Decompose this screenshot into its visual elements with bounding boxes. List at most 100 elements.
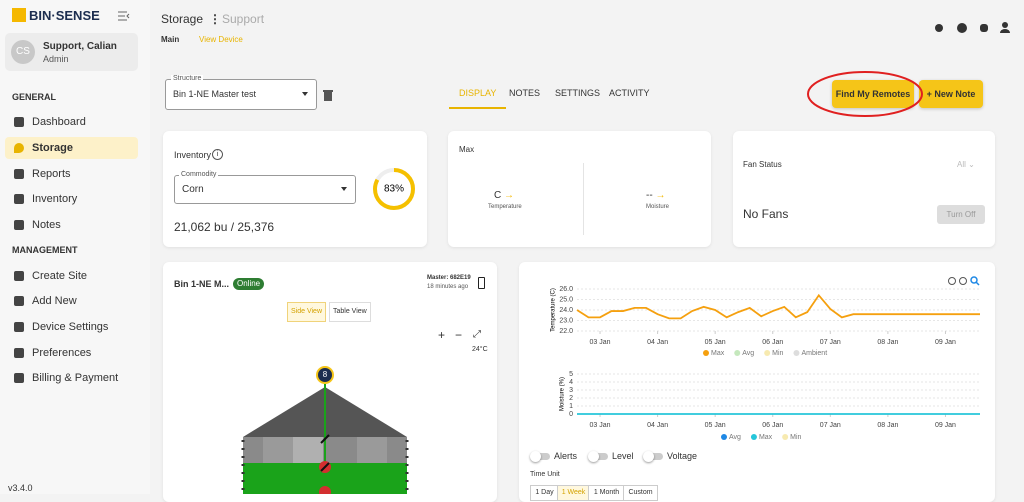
info-icon[interactable]: i bbox=[212, 149, 223, 160]
avatar: CS bbox=[11, 40, 35, 64]
value: C bbox=[494, 190, 502, 201]
moisture-label: Moisture bbox=[646, 204, 670, 210]
charts-card bbox=[519, 262, 995, 502]
master-id: Master: 682E19 bbox=[427, 275, 471, 281]
caret bbox=[302, 92, 308, 99]
user-name: Support, Calian bbox=[43, 41, 117, 52]
divider bbox=[583, 163, 584, 235]
delete-button[interactable] bbox=[323, 89, 333, 101]
nav-item[interactable]: Dashboard bbox=[5, 111, 138, 133]
max-card: Max C → Temperature -- → Moisture bbox=[448, 131, 711, 247]
nav-icon bbox=[14, 143, 24, 153]
toggle-switch[interactable] bbox=[643, 451, 663, 462]
bin-card: Bin 1-NE M... Online Master: 682E19 18 m… bbox=[163, 262, 497, 502]
time-unit-option[interactable]: 1 Day bbox=[530, 485, 559, 501]
structure-value: Bin 1-NE Master test bbox=[173, 89, 257, 99]
nav-label: Add New bbox=[32, 295, 77, 307]
time-unit-option[interactable]: 1 Week bbox=[557, 485, 590, 501]
fullscreen[interactable]: ⤢ bbox=[473, 329, 481, 340]
nav-label: Device Settings bbox=[32, 321, 109, 333]
tab[interactable]: SETTINGS bbox=[555, 88, 601, 98]
commodity-value: Corn bbox=[182, 184, 204, 195]
field-label: Structure bbox=[171, 75, 204, 82]
nav-label: Notes bbox=[32, 219, 61, 231]
nav-item[interactable]: Create Site bbox=[5, 265, 138, 287]
tab[interactable]: NOTES bbox=[509, 88, 541, 98]
nav-icon bbox=[14, 220, 24, 230]
nav-item[interactable]: Reports bbox=[5, 163, 138, 185]
arrow: → bbox=[655, 190, 666, 201]
annotation-ellipse bbox=[807, 71, 923, 117]
view-toggle[interactable]: Table View bbox=[329, 302, 371, 322]
nav-label: Storage bbox=[32, 142, 73, 154]
toggle-switch[interactable] bbox=[530, 451, 550, 462]
find-remotes-button[interactable]: Find My Remotes bbox=[832, 80, 914, 108]
tab[interactable]: DISPLAY bbox=[459, 88, 497, 98]
nav-label: Create Site bbox=[32, 270, 88, 282]
tab[interactable]: ACTIVITY bbox=[609, 88, 650, 98]
time-unit-option[interactable]: Custom bbox=[623, 485, 658, 501]
moisture-value: -- → bbox=[646, 190, 665, 201]
fan-status: No Fans bbox=[743, 207, 789, 221]
commodity-select[interactable]: Corn bbox=[174, 175, 356, 204]
nav-label: Inventory bbox=[32, 193, 78, 205]
zoom-in[interactable]: + bbox=[438, 328, 446, 342]
tab-indicator bbox=[449, 107, 506, 109]
toggle-label: Voltage bbox=[667, 451, 698, 461]
fan-filter[interactable]: All ⌄ bbox=[957, 160, 975, 169]
card-title: Max bbox=[459, 145, 475, 154]
nav-item[interactable]: Device Settings bbox=[5, 316, 138, 338]
breadcrumb[interactable]: Main bbox=[161, 35, 180, 44]
breadcrumb[interactable]: View Device bbox=[199, 35, 243, 44]
temperature-label: Temperature bbox=[488, 204, 522, 210]
nav-icon bbox=[14, 296, 24, 306]
nav-item[interactable]: Add New bbox=[5, 290, 138, 312]
page-title: Storage bbox=[161, 12, 204, 26]
structure-select[interactable]: Bin 1-NE Master test bbox=[165, 79, 317, 110]
nav-icon bbox=[14, 373, 24, 383]
toggle-label: Alerts bbox=[554, 451, 578, 461]
value: All bbox=[957, 160, 966, 169]
nav-icon bbox=[14, 322, 24, 332]
nav-item[interactable]: Storage bbox=[5, 137, 138, 159]
caret bbox=[341, 187, 347, 194]
nav-icon bbox=[14, 194, 24, 204]
version: v3.4.0 bbox=[8, 483, 33, 493]
new-note-button[interactable]: + New Note bbox=[919, 80, 983, 108]
zoom-out[interactable]: − bbox=[455, 328, 463, 342]
field-label: Commodity bbox=[179, 171, 219, 178]
time-unit-label: Time Unit bbox=[530, 471, 560, 478]
toggle-switch[interactable] bbox=[588, 451, 608, 462]
nav-item[interactable]: Preferences bbox=[5, 342, 138, 364]
turn-off-button[interactable]: Turn Off bbox=[937, 205, 985, 224]
nav-heading: MANAGEMENT bbox=[12, 245, 78, 255]
nav-icon bbox=[14, 117, 24, 127]
logo: BIN·SENSE bbox=[29, 8, 100, 23]
nav-icon bbox=[14, 271, 24, 281]
battery-icon bbox=[478, 277, 485, 289]
plus: + bbox=[926, 89, 935, 99]
nav-item[interactable]: Inventory bbox=[5, 188, 138, 210]
value: -- bbox=[646, 190, 653, 201]
top-icons[interactable] bbox=[932, 20, 1014, 36]
nav-label: Billing & Payment bbox=[32, 372, 119, 384]
page-subtitle: Support bbox=[222, 12, 265, 26]
nav-item[interactable]: Billing & Payment bbox=[5, 367, 138, 389]
inventory-amount: 21,062 bu / 25,376 bbox=[174, 220, 275, 234]
user-role: Admin bbox=[43, 54, 69, 64]
menu-toggle[interactable] bbox=[118, 11, 130, 21]
nav-label: Dashboard bbox=[32, 116, 86, 128]
separator: ⋮ bbox=[209, 12, 221, 26]
card-title: Inventory bbox=[174, 150, 212, 160]
arrow: → bbox=[504, 190, 515, 201]
view-toggle[interactable]: Side View bbox=[287, 302, 327, 322]
time-unit-option[interactable]: 1 Month bbox=[588, 485, 625, 501]
fan-card: Fan Status All ⌄ No Fans Turn Off bbox=[733, 131, 995, 247]
nav-item[interactable]: Notes bbox=[5, 214, 138, 236]
nav-icon bbox=[14, 348, 24, 358]
user-card[interactable]: CS Support, Calian Admin bbox=[5, 33, 138, 71]
label: New Note bbox=[934, 89, 976, 99]
ambient-temperature: 24°C bbox=[472, 346, 488, 353]
card-title: Fan Status bbox=[743, 160, 782, 169]
